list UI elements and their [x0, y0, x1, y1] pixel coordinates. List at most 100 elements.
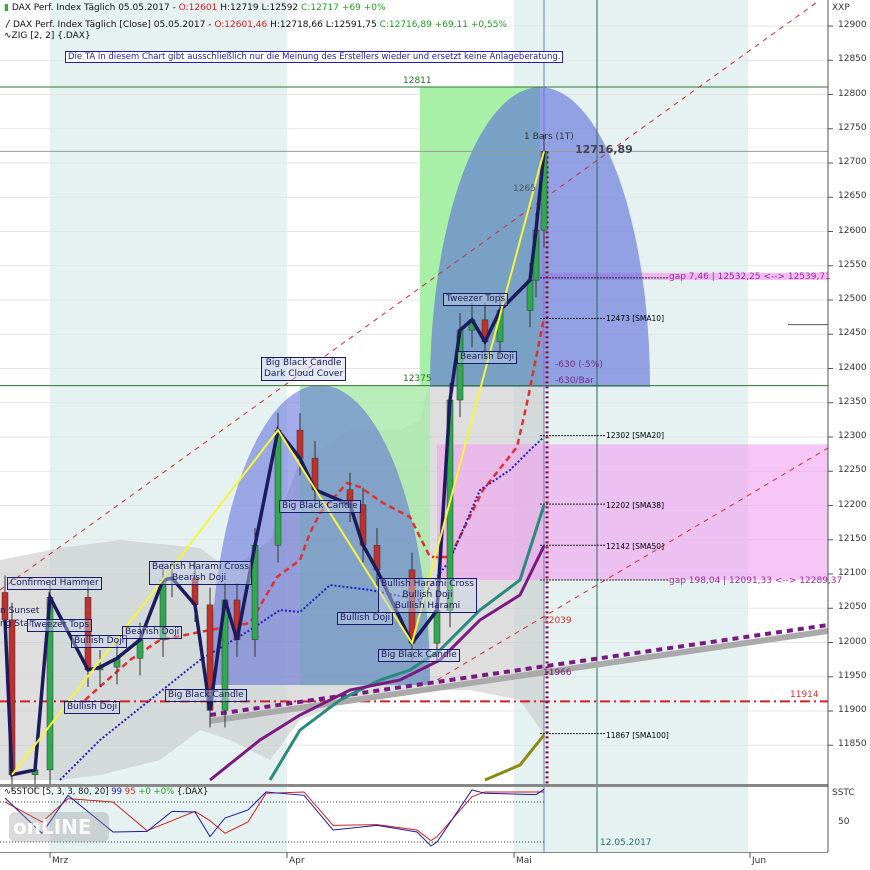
pattern-label[interactable]: Confirmed Hammer: [7, 577, 102, 590]
panel-divider: [0, 784, 828, 787]
panel-border: [0, 852, 828, 853]
level-1265-label: 1265: [513, 184, 536, 194]
wave-icon: ∿: [4, 31, 12, 41]
sma100-label: 11867 [SMA100]: [606, 731, 669, 740]
month-label: Apr: [289, 856, 305, 866]
pattern-label[interactable]: Bearish Doji: [457, 351, 518, 364]
y-tick-label: 12350: [838, 396, 867, 407]
pattern-line: Big Black Candle: [265, 358, 342, 368]
y-tick-label: 12400: [838, 362, 867, 373]
pattern-label[interactable]: Tweezer Tops: [27, 619, 93, 632]
legend-open: O:12601,46: [214, 20, 268, 30]
sma100-line: [484, 734, 546, 782]
pattern-label[interactable]: Bearish Doji: [122, 626, 183, 639]
pattern-label[interactable]: Big Black Candle: [378, 649, 460, 662]
y-tick-label: 12550: [838, 259, 867, 270]
pattern-label[interactable]: Bearish Harami Cross Bearish Doji: [149, 561, 252, 585]
legend-close: C:12716,89 +69,11 +0,55%: [379, 20, 507, 30]
pattern-label[interactable]: n Sunset: [0, 606, 40, 616]
pattern-line: Bullish Harami Cross: [381, 579, 474, 589]
legend-hl: H:12719 L:12592: [220, 3, 299, 13]
y-tick-label: 12250: [838, 465, 867, 476]
pattern-label[interactable]: Bullish Doji: [71, 635, 128, 648]
line-icon: 〳: [4, 20, 14, 30]
time-cycle-arc: [210, 385, 430, 685]
osc-d: 95: [124, 787, 136, 797]
sma10-label: 12473 [SMA10]: [606, 314, 665, 323]
level-12811-label: 12811: [403, 76, 432, 86]
legend-zig-label: ZIG [2, 2] {.DAX}: [11, 31, 91, 41]
pattern-label[interactable]: Bullish Doji: [337, 612, 394, 625]
gap-zone: [540, 272, 828, 280]
pattern-label[interactable]: ng Star: [0, 619, 33, 629]
disclaimer-note: Die TA in diesem Chart gibt ausschließli…: [65, 51, 564, 63]
osc-k: 99: [111, 787, 123, 797]
y-tick-label: 12850: [838, 54, 867, 65]
legend-name: DAX Perf. Index Täglich [Close]: [13, 20, 151, 30]
y-tick-label: 11850: [838, 739, 867, 750]
sma38-line: [268, 504, 546, 781]
y-tick-label: 12100: [838, 568, 867, 578]
legend-date: 05.05.2017 -: [118, 3, 176, 13]
sma20-label: 12302 [SMA20]: [606, 431, 665, 440]
stoch-d-line: [4, 791, 544, 842]
pattern-label[interactable]: Big Black Candle: [279, 500, 361, 513]
oscillator-tick: 50: [838, 817, 850, 827]
y-tick-label: 12650: [838, 191, 867, 202]
pattern-label[interactable]: Bullish Harami Cross Bullish Doji Bullish …: [378, 578, 477, 613]
legend-open: O:12601: [178, 3, 218, 13]
osc-symbol: {.DAX}: [176, 787, 209, 797]
y-tick-label: 12750: [838, 122, 867, 133]
watermark-logo: onLINE: [9, 812, 109, 842]
support-trendline: [209, 623, 829, 717]
sma50-label: 12142 [SMA50]: [606, 542, 665, 551]
y-tick-label: 11900: [838, 705, 867, 715]
y-tick-label: 12050: [838, 602, 867, 613]
legend-hl: H:12718,66 L:12591,75: [270, 20, 377, 30]
wave-icon: ∿: [4, 787, 12, 797]
level-11966-label: 11966: [543, 668, 572, 678]
marker-date-label: 12.05.2017: [600, 838, 652, 848]
pattern-label[interactable]: Tweezer Tops: [443, 293, 509, 306]
sma38-label: 12202 [SMA38]: [606, 501, 665, 510]
y-tick-label: 12700: [838, 157, 867, 167]
y-tick-label: 12500: [838, 294, 867, 304]
last-price-label: 12716,89: [575, 143, 633, 156]
drop-percent-label: -630 (-5%): [555, 360, 603, 370]
month-label: Mrz: [52, 856, 69, 866]
level-11914-label: 11914: [790, 690, 819, 700]
pattern-line: Bullish Doji: [402, 590, 453, 600]
stoch-k-line: [4, 788, 545, 847]
gap-small-label: gap 7,46 | 12532,25 <--> 12539,71: [669, 272, 831, 282]
y-tick-label: 12600: [838, 225, 867, 236]
osc-change: +0 +0%: [138, 787, 175, 797]
pattern-label[interactable]: Big Black Candle: [165, 689, 247, 702]
trend-channel-upper: [0, 0, 821, 591]
legend-close-line: 〳DAX Perf. Index Täglich [Close] 05.05.2…: [4, 17, 507, 30]
y-tick-label: 11950: [838, 670, 867, 681]
legend-date: 05.05.2017 -: [153, 20, 212, 30]
axis-unit: XXP: [832, 3, 850, 13]
bars-label: 1 Bars (1T): [524, 132, 574, 142]
level-12039-label: 12039: [543, 616, 572, 626]
y-tick-label: 12450: [838, 328, 867, 339]
y-tick-label: 12300: [838, 431, 867, 441]
pattern-line: Dark Cloud Cover: [264, 369, 344, 379]
osc-title: SSTOC [5, 3, 3, 80, 20]: [11, 787, 109, 797]
gap-large-label: gap 198,04 | 12091,33 <--> 12289,37: [669, 576, 843, 586]
level-12375-label: 12375: [403, 374, 432, 384]
legend-name: DAX Perf. Index Täglich: [11, 3, 116, 13]
sma10-line: [84, 317, 546, 701]
sma20-line: [59, 436, 545, 781]
y-tick-label: 12800: [838, 88, 867, 99]
pattern-line: Bearish Harami Cross: [152, 562, 249, 572]
pattern-label[interactable]: Bullish Doji: [64, 701, 121, 714]
candle: [84, 597, 92, 671]
month-label: Jun: [752, 856, 767, 866]
drop-per-bar-label: -630/Bar: [555, 376, 594, 386]
trendline-shadow: [210, 628, 828, 724]
y-tick-label: 12150: [838, 533, 867, 544]
pattern-label[interactable]: Big Black Candle Dark Cloud Cover: [261, 357, 347, 381]
